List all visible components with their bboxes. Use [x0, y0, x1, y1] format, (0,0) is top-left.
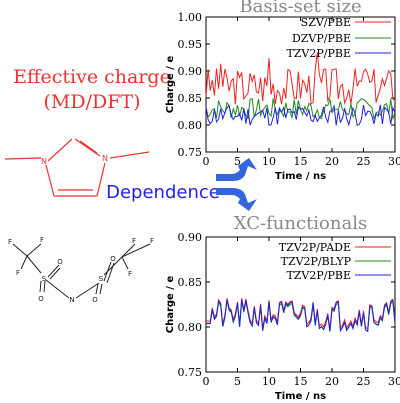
y-axis-label: Charge / e: [165, 276, 176, 334]
x-tick-label: 0: [203, 155, 210, 168]
cation-atom-n2: N: [102, 154, 108, 163]
y-tick-label: 0.95: [178, 38, 203, 51]
y-tick-label: 0.75: [178, 146, 203, 159]
anion-atom-f6: F: [128, 270, 132, 278]
dependence-label: Dependence: [106, 182, 220, 203]
anion-atom-f5: F: [150, 237, 154, 245]
chart-title: Basis-set size: [239, 0, 361, 17]
y-tick-label: 0.75: [178, 366, 203, 379]
anion-atom-o1: O: [38, 295, 44, 303]
x-tick-label: 20: [325, 375, 339, 388]
x-tick-label: 20: [325, 155, 339, 168]
x-tick-label: 30: [388, 375, 400, 388]
anion-atom-f1: F: [8, 238, 12, 246]
y-tick-label: 1.00: [178, 11, 203, 24]
chart-title: XC-functionals: [234, 213, 367, 234]
y-tick-label: 0.90: [178, 65, 203, 78]
legend-label: SZV/PBE: [301, 16, 351, 29]
x-tick-label: 10: [262, 155, 276, 168]
y-tick-label: 0.80: [178, 119, 203, 132]
anion-atom-f2: F: [40, 236, 44, 244]
anion-atom-s2: S: [99, 275, 104, 283]
x-tick-label: 5: [234, 155, 241, 168]
legend-label: TZV2P/PADE: [279, 241, 351, 254]
anion-atom-o3: O: [92, 296, 98, 304]
anion-atom-n: N: [69, 296, 74, 304]
cation-structure: [4, 138, 150, 197]
effective-charge-subtitle: (MD/DFT): [43, 91, 140, 113]
x-tick-label: 0: [203, 375, 210, 388]
x-tick-label: 10: [262, 375, 276, 388]
legend-label: DZVP/PBE: [292, 32, 351, 45]
anion-atom-o4: O: [110, 255, 116, 263]
x-tick-label: 25: [357, 155, 371, 168]
y-tick-label: 0.85: [178, 92, 203, 105]
effective-charge-title: Effective charge: [13, 66, 171, 88]
anion-atom-s1: S: [42, 275, 47, 283]
anion-atom-f4: F: [132, 237, 136, 245]
series-line: [205, 52, 396, 105]
y-tick-label: 0.90: [178, 231, 203, 244]
legend-label: TZV2P/PBE: [286, 47, 351, 60]
series-line: [205, 299, 396, 333]
y-axis-label: Charge / e: [165, 56, 176, 114]
chart-1: Basis-set size 0.75 0.80 0.85 0.90 0.95 1.00 0 5…: [165, 0, 400, 182]
anion-atom-o2: O: [57, 258, 63, 266]
x-tick-label: 15: [294, 155, 308, 168]
y-tick-label: 0.85: [178, 276, 203, 289]
series-line: [205, 104, 396, 127]
x-axis-label: Time / ns: [275, 391, 326, 402]
chart-2: XC-functionals 0.75 0.80 0.85 0.90 0 5 10 15 20 25…: [165, 213, 400, 402]
x-tick-label: 30: [388, 155, 400, 168]
x-tick-label: 25: [357, 375, 371, 388]
charts-group: Basis-set size 0.75 0.80 0.85 0.90 0.95 1.00 0 5…: [165, 0, 400, 402]
legend-label: TZV2P/BLYP: [281, 255, 352, 268]
y-tick-label: 0.80: [178, 321, 203, 334]
legend-label: TZV2P/PBE: [286, 269, 351, 282]
x-axis-label: Time / ns: [275, 171, 326, 182]
cation-atom-n1: N: [41, 157, 47, 166]
anion-atom-f3: F: [16, 269, 20, 277]
x-tick-label: 5: [234, 375, 241, 388]
anion-structure: [12, 243, 151, 299]
x-tick-label: 15: [294, 375, 308, 388]
